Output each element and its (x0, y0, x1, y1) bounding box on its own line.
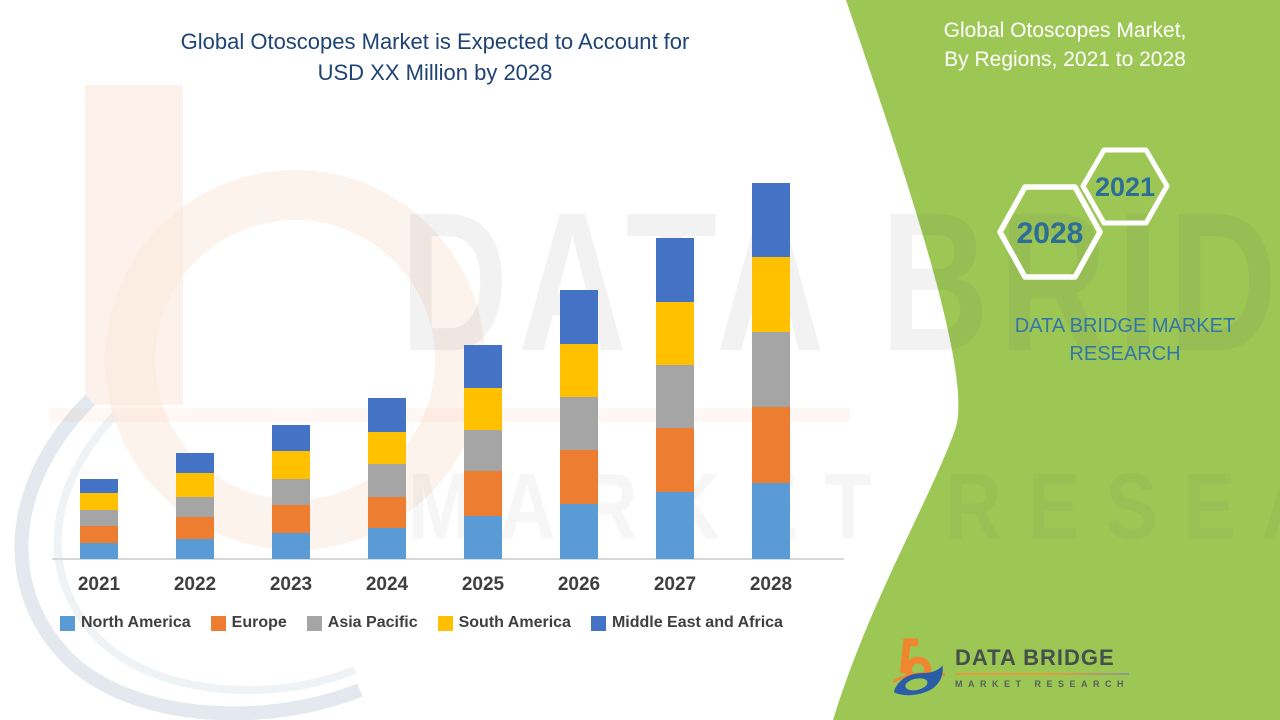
bar-segment-2021-europe (80, 526, 118, 543)
legend-swatch (210, 615, 226, 631)
bar-segment-2023-europe (272, 505, 310, 533)
bar-segment-2021-asia-pacific (80, 510, 118, 526)
bar-segment-2025-north-america (464, 516, 502, 559)
bar-segment-2024-north-america (368, 528, 406, 559)
bar-segment-2028-south-america (752, 257, 790, 332)
legend-item-europe: Europe (210, 614, 287, 632)
bar-segment-2024-middle-east-and-africa (368, 398, 406, 432)
bar-segment-2024-south-america (368, 432, 406, 464)
footer-logo-tagline: MARKET RESEARCH (955, 679, 1130, 689)
legend-item-asia-pacific: Asia Pacific (306, 614, 418, 632)
bar-segment-2022-middle-east-and-africa (176, 453, 214, 473)
bar-segment-2028-europe (752, 407, 790, 483)
x-axis-line (52, 558, 844, 560)
bar-segment-2026-north-america (560, 504, 598, 559)
bar-segment-2025-south-america (464, 388, 502, 430)
bar-segment-2021-south-america (80, 493, 118, 510)
bar-segment-2026-europe (560, 450, 598, 504)
bar-segment-2022-north-america (176, 539, 214, 559)
bar-segment-2025-asia-pacific (464, 430, 502, 471)
footer-logo: DATA BRIDGE MARKET RESEARCH (893, 636, 1130, 698)
bar-segment-2027-europe (656, 428, 694, 492)
x-axis-label-2025: 2025 (461, 574, 505, 595)
legend-item-middle-east-and-africa: Middle East and Africa (590, 614, 783, 632)
chart-title: Global Otoscopes Market is Expected to A… (70, 26, 800, 88)
bar-segment-2027-asia-pacific (656, 365, 694, 428)
x-axis-label-2028: 2028 (749, 574, 793, 595)
bar-segment-2022-south-america (176, 473, 214, 497)
x-axis-label-2021: 2021 (77, 574, 121, 595)
bar-segment-2028-middle-east-and-africa (752, 183, 790, 257)
legend-label: Middle East and Africa (611, 614, 783, 631)
data-bridge-logo-icon (893, 638, 945, 696)
bar-segment-2025-middle-east-and-africa (464, 345, 502, 388)
bar-segment-2023-north-america (272, 533, 310, 559)
bar-segment-2027-middle-east-and-africa (656, 238, 694, 302)
x-axis-label-2027: 2027 (653, 574, 697, 595)
legend-swatch (60, 615, 75, 631)
bar-segment-2027-north-america (656, 492, 694, 559)
chart-legend: North America Europe Asia Pacific South Ame… (60, 614, 850, 632)
bar-segment-2026-asia-pacific (560, 397, 598, 450)
bar-segment-2024-europe (368, 497, 406, 528)
bar-segment-2027-south-america (656, 302, 694, 365)
bar-segment-2024-asia-pacific (368, 464, 406, 497)
x-axis-label-2022: 2022 (173, 574, 217, 595)
bar-segment-2028-north-america (752, 483, 790, 559)
legend-swatch (306, 615, 322, 631)
x-axis-label-2023: 2023 (269, 574, 313, 595)
legend-swatch (590, 615, 606, 631)
footer-logo-name: DATA BRIDGE (955, 645, 1115, 670)
bar-segment-2021-middle-east-and-africa (80, 479, 118, 493)
legend-label: North America (81, 614, 191, 631)
bar-segment-2025-europe (464, 471, 502, 516)
bar-segment-2022-europe (176, 517, 214, 539)
bar-segment-2023-asia-pacific (272, 479, 310, 505)
bar-segment-2021-north-america (80, 543, 118, 559)
legend-label: Asia Pacific (327, 614, 418, 631)
x-axis-label-2024: 2024 (365, 574, 409, 595)
bar-segment-2023-middle-east-and-africa (272, 425, 310, 451)
x-axis-label-2026: 2026 (557, 574, 601, 595)
bar-segment-2022-asia-pacific (176, 497, 214, 517)
legend-label: Europe (231, 614, 287, 631)
bar-segment-2023-south-america (272, 451, 310, 479)
chart-title-line2: USD XX Million by 2028 (317, 60, 553, 85)
chart-title-line1: Global Otoscopes Market is Expected to A… (180, 29, 690, 54)
bar-segment-2026-middle-east-and-africa (560, 290, 598, 344)
legend-label: South America (458, 614, 571, 631)
legend-swatch (437, 615, 453, 631)
bar-segment-2028-asia-pacific (752, 332, 790, 407)
legend-item-south-america: South America (437, 614, 571, 632)
bar-segment-2026-south-america (560, 344, 598, 397)
legend-item-north-america: North America (60, 614, 191, 632)
footer-logo-rule (955, 673, 1130, 675)
